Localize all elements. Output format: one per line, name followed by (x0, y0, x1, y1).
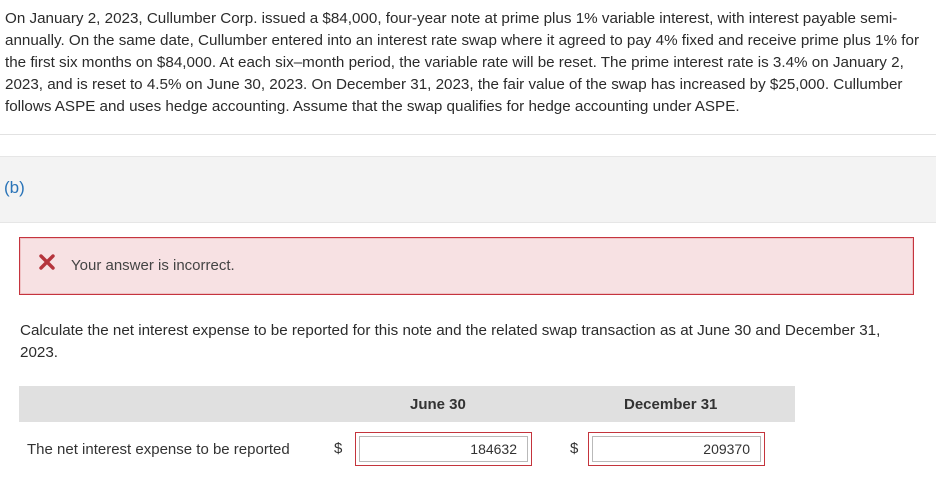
column-header-june-30: June 30 (410, 396, 466, 413)
divider (0, 134, 936, 135)
december-31-input[interactable] (592, 436, 761, 462)
december-31-input-frame (588, 432, 765, 466)
incorrect-answer-alert: Your answer is incorrect. (19, 237, 914, 295)
part-label: (b) (4, 178, 25, 197)
currency-symbol-december: $ (570, 440, 579, 457)
currency-symbol-june: $ (334, 440, 343, 457)
problem-statement: On January 2, 2023, Cullumber Corp. issu… (5, 10, 920, 115)
june-30-input-frame (355, 432, 532, 466)
alert-message: Your answer is incorrect. (71, 257, 235, 274)
column-header-december-31: December 31 (624, 396, 718, 413)
june-30-input[interactable] (359, 436, 528, 462)
table-header: June 30 December 31 (19, 386, 795, 422)
x-icon (39, 254, 55, 270)
row-label: The net interest expense to be reported (27, 441, 290, 458)
question-text: Calculate the net interest expense to be… (20, 322, 881, 361)
part-header-band (0, 156, 936, 223)
